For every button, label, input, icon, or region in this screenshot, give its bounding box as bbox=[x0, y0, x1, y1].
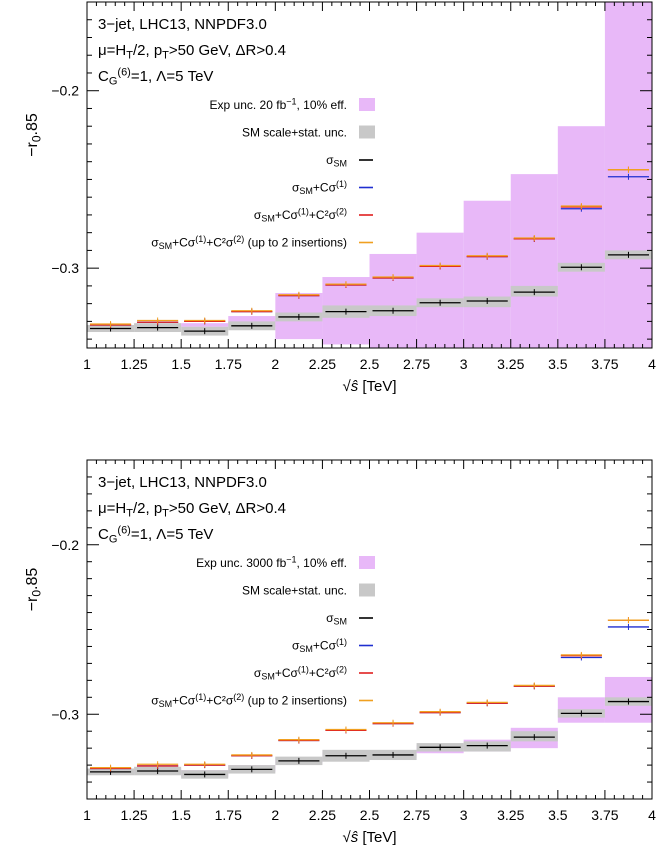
legend-swatch-band bbox=[359, 98, 375, 111]
legend-label-3: σSM+Cσ(1) bbox=[292, 637, 347, 654]
x-tick-label: 1.5 bbox=[171, 356, 191, 372]
x-axis-label: √ŝ [TeV] bbox=[342, 829, 396, 846]
exp-unc-band-bin bbox=[228, 316, 276, 327]
x-tick-label: 1 bbox=[83, 356, 91, 372]
x-tick-label: 4 bbox=[648, 356, 656, 372]
x-tick-label: 3.75 bbox=[591, 807, 618, 823]
y-axis-label: −r0.85 bbox=[24, 113, 44, 157]
legend-label-2: σSM bbox=[326, 611, 347, 627]
x-tick-label: 1.5 bbox=[171, 807, 191, 823]
y-tick-label: −0.2 bbox=[51, 83, 79, 99]
plot-area bbox=[87, 617, 652, 779]
y-tick-label: −0.2 bbox=[51, 537, 79, 553]
x-tick-label: 3 bbox=[460, 807, 468, 823]
y-axis-label: −r0.85 bbox=[24, 568, 44, 612]
legend-label-0: Exp unc. 20 fb−1, 10% eff. bbox=[210, 96, 347, 112]
chart-panel-top: 1 1.25 1.5 1.75 2 2.25 2.5 2.75 3 3.25 3.5 3.75 4 −0.… bbox=[24, 1, 656, 395]
legend-swatch-band bbox=[359, 125, 375, 139]
exp-unc-band-bin bbox=[463, 200, 511, 348]
x-tick-label: 1.25 bbox=[120, 356, 147, 372]
x-tick-label: 1 bbox=[83, 807, 91, 823]
legend-label-3: σSM+Cσ(1) bbox=[292, 179, 347, 196]
y-tick-label: −0.3 bbox=[51, 706, 79, 722]
x-tick-label: 2.25 bbox=[309, 807, 336, 823]
legend-swatch-band bbox=[359, 556, 375, 569]
x-tick-label: 1.75 bbox=[215, 356, 242, 372]
x-tick-label: 3.25 bbox=[497, 356, 524, 372]
x-tick-label: 2 bbox=[271, 356, 279, 372]
annotation-line-0: 3−jet, LHC13, NNPDF3.0 bbox=[98, 474, 267, 491]
legend-label-4: σSM+Cσ(1)+C²σ(2) bbox=[254, 206, 347, 223]
legend-label-4: σSM+Cσ(1)+C²σ(2) bbox=[254, 664, 347, 681]
x-tick-label: 3.5 bbox=[548, 807, 568, 823]
x-tick-label: 2.75 bbox=[403, 807, 430, 823]
x-axis-label: √ŝ [TeV] bbox=[342, 378, 396, 395]
legend-label-5: σSM+Cσ(1)+C²σ(2) (up to 2 insertions) bbox=[151, 692, 347, 709]
legend-label-0: Exp unc. 3000 fb−1, 10% eff. bbox=[196, 554, 347, 570]
legend-label-1: SM scale+stat. unc. bbox=[242, 126, 347, 140]
annotation-line-2: CG(6)=1, Λ=5 TeV bbox=[98, 524, 213, 545]
legend-label-1: SM scale+stat. unc. bbox=[242, 584, 347, 598]
plot-area bbox=[87, 2, 652, 348]
legend-label-5: σSM+Cσ(1)+C²σ(2) (up to 2 insertions) bbox=[151, 234, 347, 251]
x-tick-label: 1.25 bbox=[120, 807, 147, 823]
y-tick-label: −0.3 bbox=[51, 260, 79, 276]
x-tick-label: 2.5 bbox=[360, 356, 380, 372]
exp-unc-band-bin bbox=[416, 232, 464, 348]
x-tick-label: 3.75 bbox=[591, 356, 618, 372]
chart-panel-bottom: 1 1.25 1.5 1.75 2 2.25 2.5 2.75 3 3.25 3.5 3.75 4 −0.… bbox=[24, 459, 656, 846]
x-tick-label: 2.25 bbox=[309, 356, 336, 372]
exp-unc-band-bin bbox=[510, 174, 558, 348]
x-tick-label: 2.5 bbox=[360, 807, 380, 823]
x-tick-label: 2 bbox=[271, 807, 279, 823]
legend-label-2: σSM bbox=[326, 153, 347, 169]
annotation-line-2: CG(6)=1, Λ=5 TeV bbox=[98, 66, 213, 87]
annotation-line-1: μ=HT/2, pT>50 GeV, ΔR>0.4 bbox=[98, 500, 286, 519]
x-tick-label: 3.5 bbox=[548, 356, 568, 372]
x-tick-label: 4 bbox=[648, 807, 656, 823]
x-tick-label: 3.25 bbox=[497, 807, 524, 823]
legend-swatch-band bbox=[359, 583, 375, 597]
x-tick-label: 2.75 bbox=[403, 356, 430, 372]
x-tick-label: 3 bbox=[460, 356, 468, 372]
exp-unc-band-bin bbox=[369, 253, 417, 348]
exp-unc-band-bin bbox=[181, 323, 229, 327]
annotation-line-1: μ=HT/2, pT>50 GeV, ΔR>0.4 bbox=[98, 42, 286, 61]
x-tick-label: 1.75 bbox=[215, 807, 242, 823]
exp-unc-band-bin bbox=[557, 126, 605, 348]
annotation-line-0: 3−jet, LHC13, NNPDF3.0 bbox=[98, 16, 267, 33]
